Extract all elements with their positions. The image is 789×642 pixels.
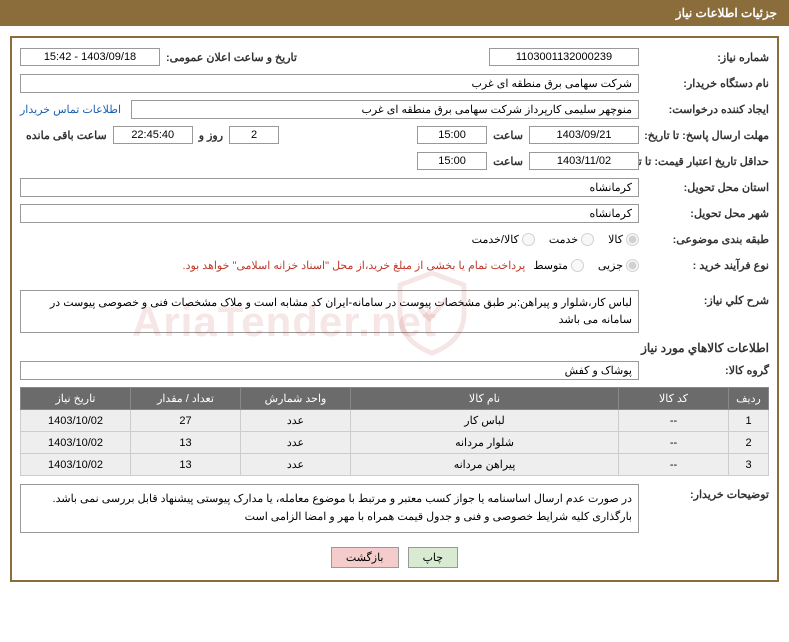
table-cell: 13	[131, 454, 241, 476]
page-title: جزئیات اطلاعات نیاز	[676, 6, 777, 20]
need-desc-value: لباس کار،شلوار و پیراهن:بر طبق مشخصات پی…	[20, 290, 639, 333]
table-cell: --	[619, 454, 729, 476]
table-cell: شلوار مردانه	[351, 432, 619, 454]
category-label: طبقه بندی موضوعی:	[639, 233, 769, 246]
table-header: تاریخ نیاز	[21, 388, 131, 410]
purchase-type-label: نوع فرآیند خرید :	[639, 259, 769, 272]
page-header: جزئیات اطلاعات نیاز	[0, 0, 789, 26]
table-cell: --	[619, 432, 729, 454]
table-cell: 13	[131, 432, 241, 454]
table-cell: 2	[729, 432, 769, 454]
price-validity-label: حداقل تاریخ اعتبار قیمت: تا تاریخ:	[639, 155, 769, 168]
reply-date-value: 1403/09/21	[529, 126, 639, 144]
buyer-org-label: نام دستگاه خریدار:	[639, 77, 769, 90]
days-remain-label: روز و	[193, 129, 229, 142]
hours-remain-label: ساعت باقی مانده	[20, 129, 113, 142]
days-remain-value: 2	[229, 126, 279, 144]
table-row: 1--لباس کارعدد271403/10/02	[21, 410, 769, 432]
announce-date-value: 1403/09/18 - 15:42	[20, 48, 160, 66]
table-cell: 3	[729, 454, 769, 476]
table-cell: پیراهن مردانه	[351, 454, 619, 476]
price-validity-date: 1403/11/02	[529, 152, 639, 170]
reply-deadline-label: مهلت ارسال پاسخ: تا تاریخ:	[639, 129, 769, 142]
delivery-city-label: شهر محل تحویل:	[639, 207, 769, 220]
table-header: واحد شمارش	[241, 388, 351, 410]
category-radio-group: کالا خدمت کالا/خدمت	[472, 233, 639, 246]
buyer-contact-link[interactable]: اطلاعات تماس خریدار	[20, 103, 121, 116]
goods-group-value: پوشاک و کفش	[20, 361, 639, 380]
goods-group-label: گروه کالا:	[639, 364, 769, 377]
purchase-type-radio-group: جزیی متوسط	[533, 259, 639, 272]
table-cell: 1403/10/02	[21, 432, 131, 454]
buyer-org-value: شرکت سهامی برق منطقه ای غرب	[20, 74, 639, 93]
items-table: ردیفکد کالانام کالاواحد شمارشتعداد / مقد…	[20, 387, 769, 476]
radio-service[interactable]: خدمت	[549, 233, 594, 246]
table-cell: عدد	[241, 454, 351, 476]
print-button[interactable]: چاپ	[408, 547, 459, 568]
table-row: 3--پیراهن مردانهعدد131403/10/02	[21, 454, 769, 476]
table-cell: عدد	[241, 410, 351, 432]
purchase-note: پرداخت تمام یا بخشی از مبلغ خرید،از محل …	[183, 259, 534, 272]
table-header: تعداد / مقدار	[131, 388, 241, 410]
price-validity-time: 15:00	[417, 152, 487, 170]
need-desc-label: شرح کلي نیاز:	[639, 290, 769, 307]
buyer-notes-label: توضیحات خریدار:	[639, 484, 769, 501]
table-cell: لباس کار	[351, 410, 619, 432]
time-label-2: ساعت	[487, 155, 529, 168]
table-header: کد کالا	[619, 388, 729, 410]
back-button[interactable]: بازگشت	[331, 547, 399, 568]
table-cell: 27	[131, 410, 241, 432]
table-cell: 1403/10/02	[21, 454, 131, 476]
button-row: چاپ بازگشت	[20, 537, 769, 572]
radio-goods-service[interactable]: کالا/خدمت	[472, 233, 535, 246]
reply-time-value: 15:00	[417, 126, 487, 144]
items-section-title: اطلاعات کالاهاي مورد نیاز	[20, 341, 769, 355]
table-cell: --	[619, 410, 729, 432]
table-row: 2--شلوار مردانهعدد131403/10/02	[21, 432, 769, 454]
table-cell: 1	[729, 410, 769, 432]
requester-label: ایجاد کننده درخواست:	[639, 103, 769, 116]
radio-medium[interactable]: متوسط	[533, 259, 584, 272]
buyer-notes-value: در صورت عدم ارسال اساسنامه یا جواز کسب م…	[20, 484, 639, 533]
main-content: AriaTender.net شماره نیاز: 1103001132000…	[10, 36, 779, 582]
hours-remain-value: 22:45:40	[113, 126, 193, 144]
need-number-label: شماره نیاز:	[639, 51, 769, 64]
delivery-province-value: کرمانشاه	[20, 178, 639, 197]
table-cell: عدد	[241, 432, 351, 454]
radio-goods[interactable]: کالا	[608, 233, 639, 246]
table-header: ردیف	[729, 388, 769, 410]
delivery-province-label: استان محل تحویل:	[639, 181, 769, 194]
announce-date-label: تاریخ و ساعت اعلان عمومی:	[160, 51, 297, 64]
table-header: نام کالا	[351, 388, 619, 410]
time-label-1: ساعت	[487, 129, 529, 142]
radio-minor[interactable]: جزیی	[598, 259, 639, 272]
table-cell: 1403/10/02	[21, 410, 131, 432]
requester-value: منوچهر سلیمی کارپرداز شرکت سهامی برق منط…	[131, 100, 639, 119]
delivery-city-value: کرمانشاه	[20, 204, 639, 223]
need-number-value: 1103001132000239	[489, 48, 639, 66]
